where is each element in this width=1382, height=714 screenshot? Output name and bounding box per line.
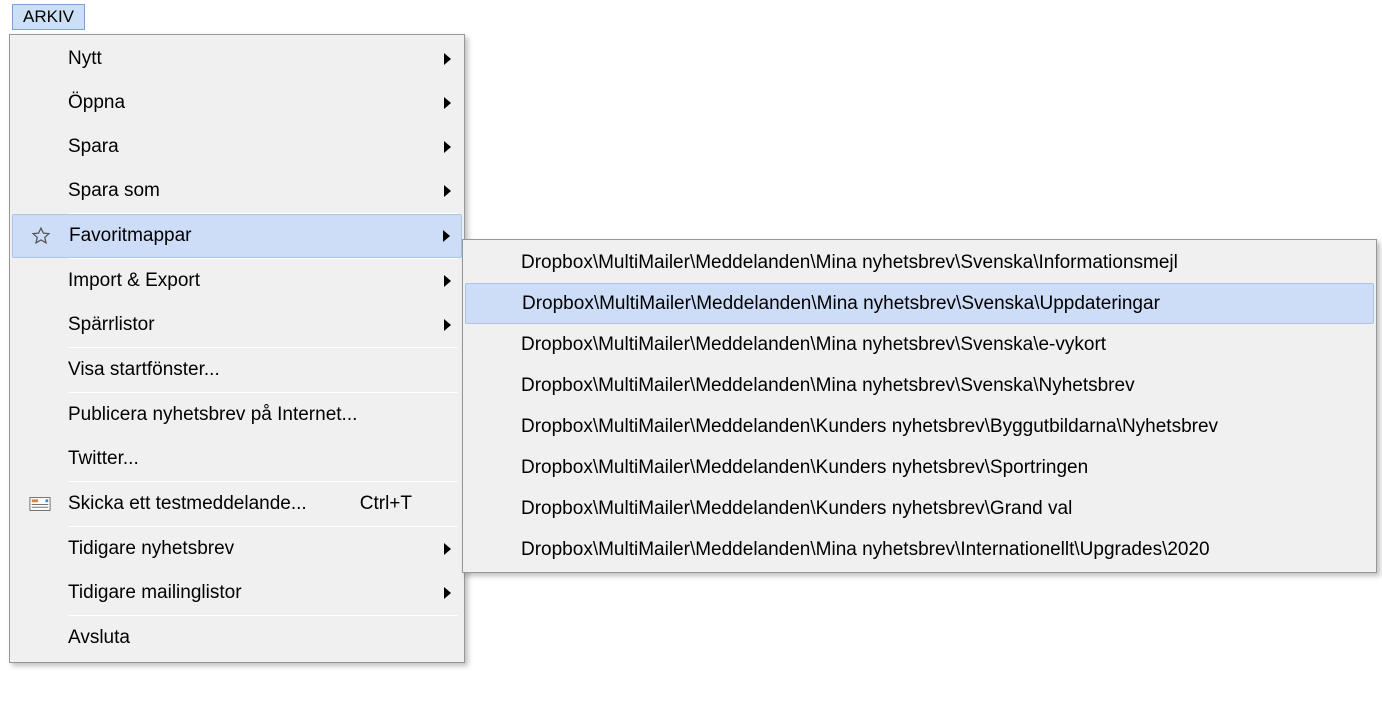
- submenu-item[interactable]: Dropbox\MultiMailer\Meddelanden\Mina nyh…: [465, 242, 1374, 283]
- favoritmappar-submenu: Dropbox\MultiMailer\Meddelanden\Mina nyh…: [462, 239, 1377, 573]
- submenu-arrow-slot: [432, 319, 462, 331]
- submenu-arrow-slot: [432, 275, 462, 287]
- menu-item-shortcut: Ctrl+T: [360, 493, 432, 515]
- submenu-item-label: Dropbox\MultiMailer\Meddelanden\Kunders …: [521, 457, 1088, 479]
- chevron-right-icon: [444, 97, 451, 109]
- submenu-arrow-slot: [432, 185, 462, 197]
- menu-item[interactable]: Tidigare nyhetsbrev: [12, 527, 462, 571]
- menu-item-label: Visa startfönster...: [68, 359, 432, 381]
- menu-item[interactable]: Avsluta: [12, 616, 462, 660]
- submenu-item[interactable]: Dropbox\MultiMailer\Meddelanden\Mina nyh…: [465, 529, 1374, 570]
- chevron-right-icon: [444, 53, 451, 65]
- menu-item[interactable]: Import & Export: [12, 259, 462, 303]
- menu-item[interactable]: Publicera nyhetsbrev på Internet...: [12, 393, 462, 437]
- menu-item[interactable]: Twitter...: [12, 437, 462, 481]
- menu-item-label: Spara som: [68, 180, 432, 202]
- menu-item[interactable]: Öppna: [12, 81, 462, 125]
- menu-item-label: Avsluta: [68, 627, 432, 649]
- menu-item-icon-slot: [13, 226, 69, 246]
- menu-item[interactable]: Skicka ett testmeddelande...Ctrl+T: [12, 482, 462, 526]
- arkiv-menu-button[interactable]: ARKIV: [12, 4, 85, 30]
- menu-item-label: Tidigare mailinglistor: [68, 582, 432, 604]
- menu-item-label: Spara: [68, 136, 432, 158]
- chevron-right-icon: [444, 319, 451, 331]
- submenu-item[interactable]: Dropbox\MultiMailer\Meddelanden\Mina nyh…: [465, 283, 1374, 324]
- menu-bar: ARKIV: [12, 4, 85, 30]
- submenu-arrow-slot: [432, 141, 462, 153]
- submenu-item-label: Dropbox\MultiMailer\Meddelanden\Kunders …: [521, 498, 1072, 520]
- chevron-right-icon: [444, 275, 451, 287]
- menu-item[interactable]: Tidigare mailinglistor: [12, 571, 462, 615]
- submenu-item[interactable]: Dropbox\MultiMailer\Meddelanden\Mina nyh…: [465, 324, 1374, 365]
- menu-item-icon-slot: [12, 496, 68, 512]
- submenu-item-label: Dropbox\MultiMailer\Meddelanden\Mina nyh…: [521, 375, 1135, 397]
- submenu-arrow-slot: [432, 543, 462, 555]
- star-icon: [31, 226, 51, 246]
- submenu-item-label: Dropbox\MultiMailer\Meddelanden\Mina nyh…: [521, 334, 1106, 356]
- submenu-item-label: Dropbox\MultiMailer\Meddelanden\Mina nyh…: [521, 252, 1178, 274]
- submenu-item[interactable]: Dropbox\MultiMailer\Meddelanden\Kunders …: [465, 447, 1374, 488]
- menu-item-label: Tidigare nyhetsbrev: [68, 538, 432, 560]
- submenu-item-label: Dropbox\MultiMailer\Meddelanden\Mina nyh…: [521, 539, 1210, 561]
- chevron-right-icon: [444, 587, 451, 599]
- test-mail-icon: [29, 496, 51, 512]
- menu-item-label: Spärrlistor: [68, 314, 432, 336]
- menu-item[interactable]: Spara som: [12, 169, 462, 213]
- menu-item[interactable]: Favoritmappar: [12, 214, 462, 258]
- arkiv-dropdown-menu: Nytt Öppna Spara Spara som Favoritmappar Impo…: [9, 34, 465, 663]
- chevron-right-icon: [444, 141, 451, 153]
- menu-item-label: Nytt: [68, 48, 432, 70]
- menu-item[interactable]: Spärrlistor: [12, 303, 462, 347]
- chevron-right-icon: [444, 185, 451, 197]
- menu-item-label: Twitter...: [68, 448, 432, 470]
- menu-item[interactable]: Nytt: [12, 37, 462, 81]
- submenu-item[interactable]: Dropbox\MultiMailer\Meddelanden\Kunders …: [465, 488, 1374, 529]
- menu-item[interactable]: Spara: [12, 125, 462, 169]
- submenu-arrow-slot: [432, 53, 462, 65]
- menu-item-label: Favoritmappar: [69, 225, 431, 247]
- menu-item-label: Skicka ett testmeddelande...: [68, 493, 360, 515]
- submenu-item[interactable]: Dropbox\MultiMailer\Meddelanden\Kunders …: [465, 406, 1374, 447]
- submenu-item-label: Dropbox\MultiMailer\Meddelanden\Mina nyh…: [522, 293, 1160, 315]
- submenu-item-label: Dropbox\MultiMailer\Meddelanden\Kunders …: [521, 416, 1218, 438]
- menu-item-label: Öppna: [68, 92, 432, 114]
- menu-item-label: Import & Export: [68, 270, 432, 292]
- menu-item[interactable]: Visa startfönster...: [12, 348, 462, 392]
- submenu-arrow-slot: [432, 587, 462, 599]
- submenu-arrow-slot: [431, 230, 461, 242]
- chevron-right-icon: [443, 230, 450, 242]
- chevron-right-icon: [444, 543, 451, 555]
- submenu-arrow-slot: [432, 97, 462, 109]
- menu-item-label: Publicera nyhetsbrev på Internet...: [68, 404, 432, 426]
- submenu-item[interactable]: Dropbox\MultiMailer\Meddelanden\Mina nyh…: [465, 365, 1374, 406]
